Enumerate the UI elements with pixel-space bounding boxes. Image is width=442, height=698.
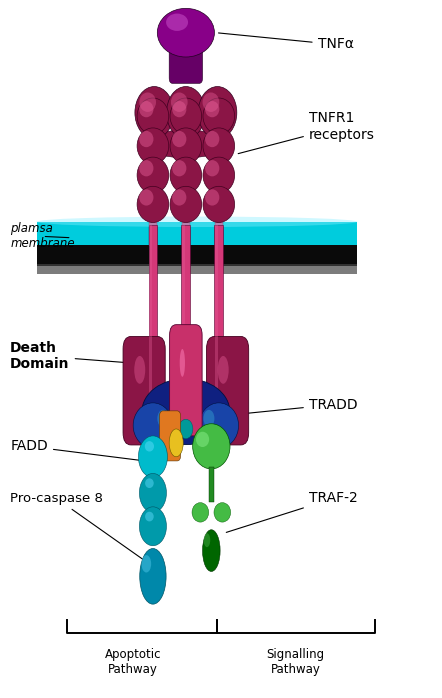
Ellipse shape xyxy=(202,530,220,572)
Ellipse shape xyxy=(202,92,219,112)
Bar xyxy=(183,225,186,433)
Ellipse shape xyxy=(222,174,232,188)
Ellipse shape xyxy=(139,101,153,117)
Bar xyxy=(214,225,223,433)
Bar xyxy=(149,223,157,246)
Ellipse shape xyxy=(142,378,230,445)
Ellipse shape xyxy=(218,356,229,384)
Ellipse shape xyxy=(180,349,185,377)
Ellipse shape xyxy=(138,436,168,477)
Ellipse shape xyxy=(139,189,153,206)
Bar xyxy=(215,225,218,433)
Ellipse shape xyxy=(170,128,202,164)
Ellipse shape xyxy=(137,157,169,193)
Ellipse shape xyxy=(156,174,166,188)
FancyBboxPatch shape xyxy=(169,31,202,84)
Ellipse shape xyxy=(166,13,188,31)
Ellipse shape xyxy=(145,441,154,452)
Ellipse shape xyxy=(156,202,166,217)
Ellipse shape xyxy=(189,202,198,217)
Ellipse shape xyxy=(205,131,219,147)
Ellipse shape xyxy=(203,98,235,134)
Ellipse shape xyxy=(214,503,231,522)
Ellipse shape xyxy=(139,131,153,147)
Ellipse shape xyxy=(192,503,209,522)
Ellipse shape xyxy=(156,144,166,158)
Ellipse shape xyxy=(145,512,154,521)
Ellipse shape xyxy=(141,555,151,572)
FancyBboxPatch shape xyxy=(160,411,181,461)
Ellipse shape xyxy=(139,473,167,512)
Ellipse shape xyxy=(139,507,167,546)
Bar xyxy=(209,467,214,502)
Text: TNFα: TNFα xyxy=(218,33,354,52)
Ellipse shape xyxy=(198,87,237,139)
Ellipse shape xyxy=(133,403,173,448)
Text: Death
Domain: Death Domain xyxy=(10,341,146,371)
Bar xyxy=(37,245,357,265)
Bar xyxy=(182,223,190,246)
FancyBboxPatch shape xyxy=(170,325,202,436)
Ellipse shape xyxy=(179,419,193,438)
FancyBboxPatch shape xyxy=(206,336,249,445)
Ellipse shape xyxy=(145,478,154,488)
Text: Signalling
Pathway: Signalling Pathway xyxy=(267,648,325,676)
Ellipse shape xyxy=(170,98,202,134)
Ellipse shape xyxy=(205,189,219,206)
Ellipse shape xyxy=(137,128,169,164)
Ellipse shape xyxy=(189,114,198,129)
Ellipse shape xyxy=(139,160,153,177)
FancyBboxPatch shape xyxy=(123,336,165,445)
Ellipse shape xyxy=(189,144,198,158)
Ellipse shape xyxy=(170,186,202,223)
Ellipse shape xyxy=(196,432,209,447)
Text: TNFR1
receptors: TNFR1 receptors xyxy=(238,112,375,154)
Ellipse shape xyxy=(134,356,145,384)
Bar xyxy=(182,225,190,433)
Bar xyxy=(149,225,152,433)
Ellipse shape xyxy=(37,216,357,227)
Text: TRAF-2: TRAF-2 xyxy=(226,491,358,533)
Text: FADD: FADD xyxy=(10,439,164,463)
Ellipse shape xyxy=(156,114,166,129)
Ellipse shape xyxy=(157,8,214,57)
Ellipse shape xyxy=(139,92,156,112)
Bar xyxy=(37,222,357,248)
Ellipse shape xyxy=(157,410,168,427)
Ellipse shape xyxy=(137,186,169,223)
Ellipse shape xyxy=(199,403,239,448)
Ellipse shape xyxy=(144,130,228,158)
Ellipse shape xyxy=(135,87,174,139)
Ellipse shape xyxy=(137,98,169,134)
Ellipse shape xyxy=(222,144,232,158)
Ellipse shape xyxy=(205,160,219,177)
Ellipse shape xyxy=(167,87,205,139)
Ellipse shape xyxy=(172,101,187,117)
Ellipse shape xyxy=(140,549,166,604)
Ellipse shape xyxy=(222,202,232,217)
Ellipse shape xyxy=(203,410,214,427)
Text: Pro-caspase 8: Pro-caspase 8 xyxy=(10,492,165,574)
Ellipse shape xyxy=(193,424,230,469)
Ellipse shape xyxy=(172,189,187,206)
Ellipse shape xyxy=(203,157,235,193)
Ellipse shape xyxy=(169,429,183,456)
Text: plamsa
membrane: plamsa membrane xyxy=(10,223,75,251)
Ellipse shape xyxy=(189,174,198,188)
Bar xyxy=(37,264,357,274)
Ellipse shape xyxy=(172,131,187,147)
Ellipse shape xyxy=(204,533,210,547)
Ellipse shape xyxy=(170,157,202,193)
Bar xyxy=(149,225,157,433)
Ellipse shape xyxy=(222,114,232,129)
Ellipse shape xyxy=(203,128,235,164)
Ellipse shape xyxy=(205,101,219,117)
Ellipse shape xyxy=(172,160,187,177)
Ellipse shape xyxy=(203,186,235,223)
Text: Apoptotic
Pathway: Apoptotic Pathway xyxy=(105,648,161,676)
Text: TRADD: TRADD xyxy=(232,398,358,415)
Ellipse shape xyxy=(171,92,187,112)
Bar xyxy=(215,223,223,246)
